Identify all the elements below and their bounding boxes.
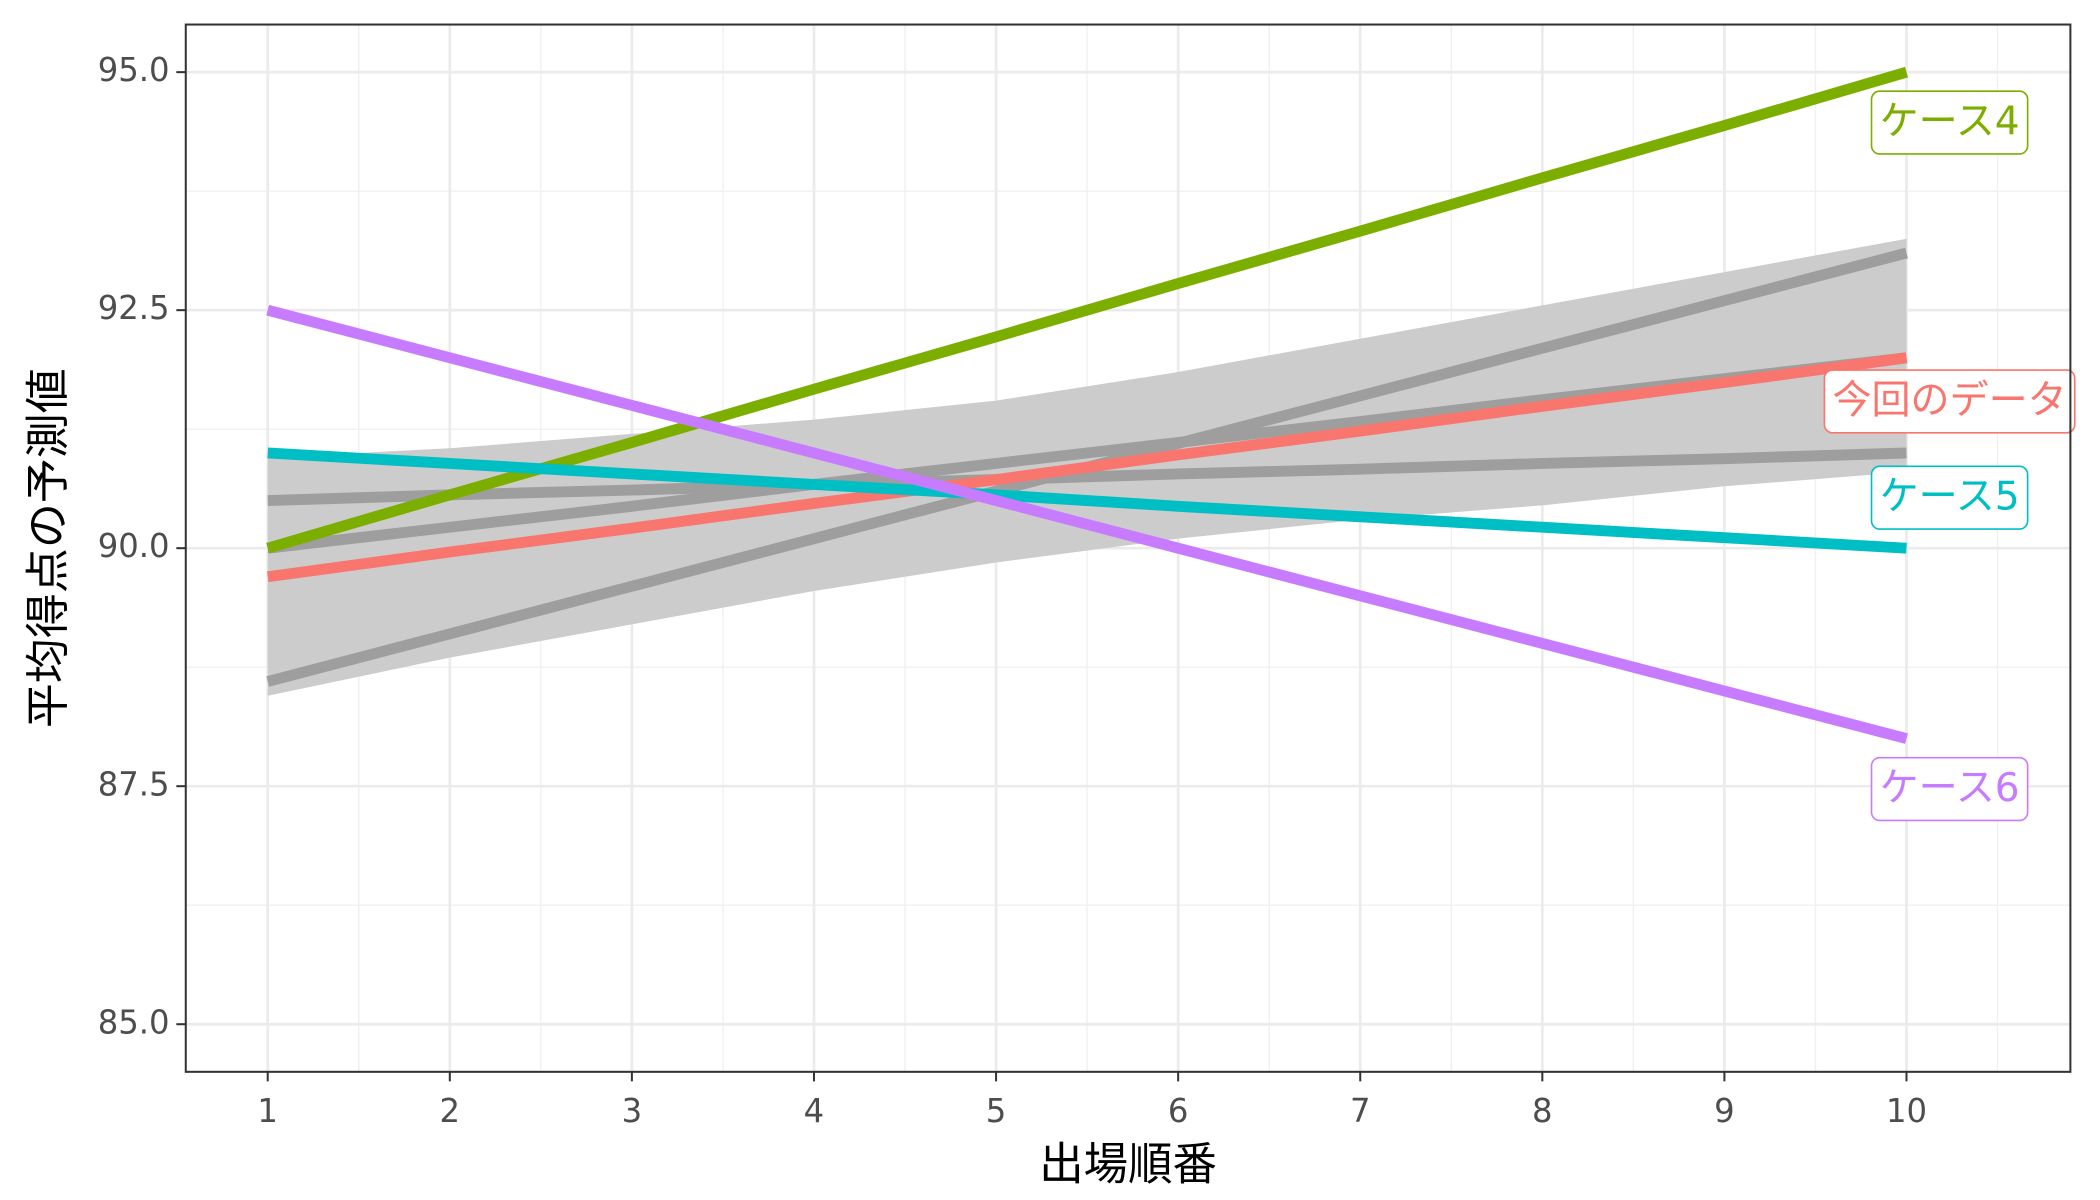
line [266,304,1908,744]
line [266,352,1908,583]
x-tick-label: 5 [986,1092,1007,1130]
x-axis-title: 出場順番 [1039,1137,1217,1190]
line [267,447,1907,554]
y-tick-label: 87.5 [98,765,170,803]
x-tick-label: 10 [1886,1092,1927,1130]
series-label: 今回のデータ [1832,378,2066,423]
x-tick-label: 2 [440,1092,461,1130]
y-tick-label: 95.0 [98,51,170,89]
series-label: ケース5 [1880,474,2020,519]
series-label: ケース4 [1880,99,2020,144]
y-tick-label: 92.5 [98,289,170,327]
x-tick-label: 6 [1168,1092,1189,1130]
series-label-box [1870,756,2029,822]
x-tick-label: 7 [1350,1092,1371,1130]
x-tick-label: 3 [622,1092,643,1130]
x-tick-label: 9 [1714,1092,1735,1130]
x-tick-label: 1 [257,1092,278,1130]
series-label: ケース6 [1880,766,2020,811]
series-label-box [1870,90,2029,155]
series-label-box [1823,369,2076,434]
y-axis-title: 平均得点の予測値 [21,368,74,728]
x-tick-label: 8 [1532,1092,1553,1130]
series-label-box [1870,465,2029,530]
y-tick-label: 85.0 [98,1003,170,1041]
x-tick-label: 4 [804,1092,825,1130]
y-tick-label: 90.0 [98,527,170,565]
line [267,447,1907,507]
